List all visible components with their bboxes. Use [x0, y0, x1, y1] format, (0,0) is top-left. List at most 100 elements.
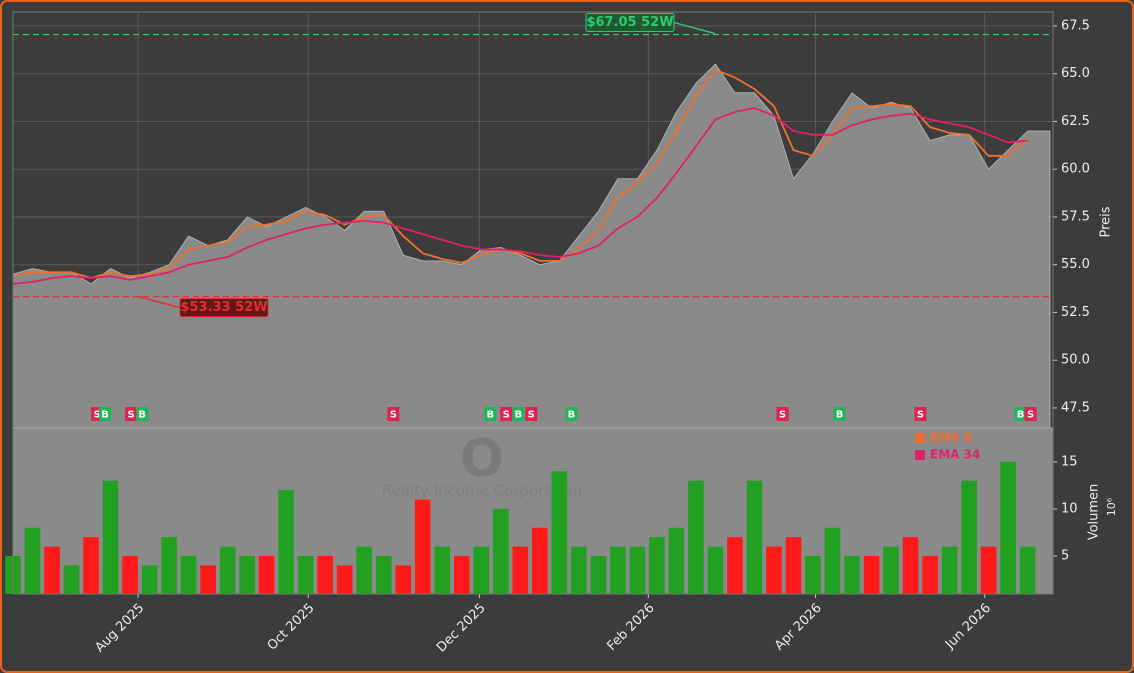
y-tick-label: 55.0 [1061, 257, 1090, 272]
y2-axis-label: Volumen [1087, 484, 1102, 541]
legend-swatch [915, 450, 925, 460]
volume-bar [219, 546, 236, 594]
signal-box [99, 407, 112, 421]
volume-bar [317, 555, 333, 594]
signal-label: B [515, 410, 523, 421]
volume-bar [883, 546, 899, 594]
volume-bar [493, 508, 509, 594]
signal-box [833, 407, 846, 421]
high-arrow [673, 21, 716, 35]
volume-bar [590, 555, 607, 594]
volume-bar [200, 565, 216, 594]
volume-bar [551, 471, 568, 594]
signal-box [776, 407, 789, 421]
signal-label: S [503, 410, 510, 421]
signal-box [484, 407, 497, 421]
high-label: $67.05 52W [586, 15, 673, 30]
legend-label: EMA 8 [930, 431, 972, 445]
volume-bar [727, 537, 743, 594]
volume-bar [278, 490, 294, 594]
volume-bar [863, 555, 880, 594]
ema-line [12, 68, 1029, 280]
volume-bar [258, 555, 275, 594]
signal-box [914, 407, 927, 421]
signal-label: B [101, 410, 109, 421]
signal-label: S [127, 410, 134, 421]
low-arrow [137, 295, 181, 309]
signal-label: S [390, 410, 397, 421]
signal-box [136, 407, 149, 421]
volume-bar [336, 565, 353, 594]
volume-bar [571, 546, 587, 594]
volume-bar [395, 565, 412, 594]
y-tick-label: 52.5 [1061, 305, 1090, 320]
volume-bar [707, 546, 724, 594]
signal-box [125, 407, 138, 421]
low-label: $53.33 52W [180, 300, 267, 315]
volume-bar [1000, 461, 1016, 594]
signal-box [1014, 407, 1027, 421]
signal-label: B [1017, 410, 1025, 421]
y2-tick-label: 10 [1061, 501, 1078, 516]
signal-label: S [1027, 410, 1034, 421]
volume-bar [902, 537, 919, 594]
y-tick-label: 65.0 [1061, 66, 1090, 81]
volume-bar [532, 527, 548, 594]
volume-bar [239, 555, 255, 594]
y-tick-label: 47.5 [1061, 400, 1090, 415]
volume-bar [844, 555, 860, 594]
subtitle: Realty Income Corporation [382, 482, 582, 500]
signal-box [387, 407, 400, 421]
volume-bar [980, 546, 997, 594]
volume-bar [688, 480, 704, 594]
volume-bar [180, 555, 197, 594]
volume-bar [453, 555, 470, 594]
signal-label: S [93, 410, 100, 421]
plot-border [12, 11, 1054, 595]
volume-bar [297, 555, 314, 594]
legend-label: EMA 34 [930, 448, 980, 462]
plot: forexsignale.trade47.550.052.555.057.560… [5, 12, 1090, 656]
volume-bar [1019, 546, 1036, 594]
volume-bar [122, 555, 138, 594]
volume-bar [629, 546, 646, 594]
volume-bar [356, 546, 373, 594]
y-tick-label: 62.5 [1061, 114, 1090, 129]
volume-bar [102, 480, 119, 594]
signal-box [565, 407, 578, 421]
volume-bar [746, 480, 763, 594]
volume-bar [161, 537, 177, 594]
volume-bar [785, 537, 802, 594]
volume-bar [922, 555, 938, 594]
volume-bar [375, 555, 392, 594]
volume-bar [434, 546, 451, 594]
volume-bar [961, 480, 977, 594]
volume-bar [63, 565, 80, 594]
y-axis-label: Preis [1099, 206, 1114, 237]
signal-label: S [917, 410, 924, 421]
y2-unit: 10⁶ [1105, 497, 1118, 516]
volume-bar [414, 499, 431, 594]
volume-bar [473, 546, 490, 594]
volume-bar [941, 546, 958, 594]
y2-tick-label: 15 [1061, 454, 1078, 469]
signal-label: B [836, 410, 844, 421]
volume-bar [141, 565, 158, 594]
volume-bar [610, 546, 626, 594]
signal-label: B [568, 410, 576, 421]
volume-bar [766, 546, 782, 594]
volume-bar [649, 537, 665, 594]
volume-bar [668, 527, 685, 594]
y-tick-label: 57.5 [1061, 209, 1090, 224]
signal-label: S [528, 410, 535, 421]
volume-bar [24, 527, 41, 594]
signal-box [500, 407, 513, 421]
legend-swatch [915, 433, 925, 443]
volume-bar [824, 527, 841, 594]
y2-tick-label: 5 [1061, 548, 1069, 563]
signal-box [525, 407, 538, 421]
signal-label: B [486, 410, 494, 421]
signal-label: B [138, 410, 146, 421]
y-tick-label: 50.0 [1061, 353, 1090, 368]
